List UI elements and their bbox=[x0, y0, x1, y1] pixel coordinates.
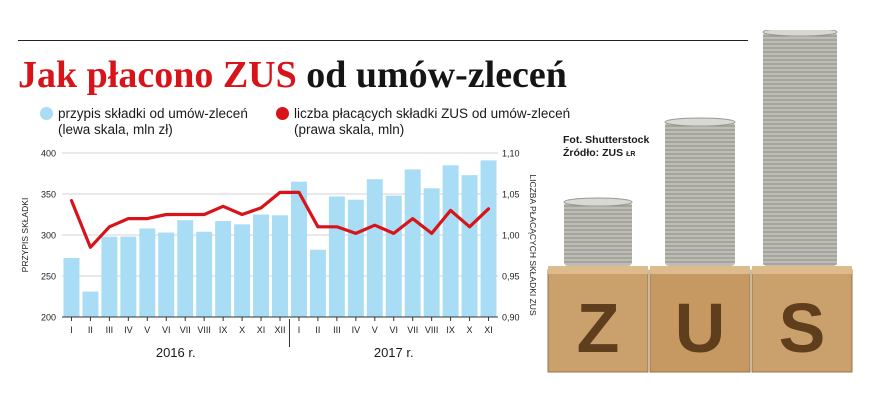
bar bbox=[404, 169, 421, 317]
bar bbox=[290, 181, 307, 317]
block-top-u bbox=[650, 266, 750, 274]
coins-photo: Z U S bbox=[547, 30, 853, 373]
bar bbox=[215, 221, 232, 317]
legend-bars-sub: (lewa skala, mln zł) bbox=[58, 122, 173, 137]
photo-credit: Fot. Shutterstock Źródło: ZUS ŁR bbox=[563, 134, 649, 161]
y-left-tick-label: 200 bbox=[41, 313, 56, 323]
coin-top bbox=[762, 30, 838, 37]
bar bbox=[347, 199, 364, 317]
coin-stacks bbox=[563, 30, 838, 266]
x-tick-label: I bbox=[70, 325, 73, 335]
legend-line-sub: (prawa skala, mln) bbox=[294, 122, 405, 137]
x-tick-label: III bbox=[333, 325, 341, 335]
y-left-axis-label: PRZYPIS SKŁADKI bbox=[20, 198, 30, 273]
bar bbox=[442, 165, 459, 317]
y-right-tick-label: 1,00 bbox=[502, 231, 520, 241]
x-tick-label: X bbox=[467, 325, 473, 335]
bar bbox=[461, 175, 478, 317]
line-series bbox=[69, 190, 491, 249]
y-left-tick-label: 350 bbox=[41, 190, 56, 200]
x-tick-label: VII bbox=[407, 325, 418, 335]
page-title: Jak płacono ZUS od umów-zleceń bbox=[18, 53, 567, 97]
legend-bars-label: przypis składki od umów-zleceń bbox=[58, 106, 248, 121]
y-right-tick-label: 0,90 bbox=[502, 313, 520, 323]
block-top-s bbox=[752, 266, 852, 274]
x-tick-label: IV bbox=[352, 325, 361, 335]
bar bbox=[120, 236, 137, 317]
x-tick-label: V bbox=[372, 325, 378, 335]
photo-credit-line1: Fot. Shutterstock bbox=[563, 134, 650, 146]
bar bbox=[139, 228, 156, 317]
block-letter-u: U bbox=[675, 289, 726, 367]
x-tick-label: II bbox=[315, 325, 320, 335]
y-left-tick-label: 250 bbox=[41, 272, 56, 282]
x-tick-label: III bbox=[106, 325, 114, 335]
source-label: Źródło: ZUS bbox=[563, 147, 624, 159]
author-initials: ŁR bbox=[626, 151, 636, 158]
x-tick-label: VII bbox=[180, 325, 191, 335]
x-tick-label: VIII bbox=[425, 325, 439, 335]
coin-stack bbox=[763, 32, 837, 266]
y-right-axis-label: LICZBA PŁACĄCYCH SKŁADKI ZUS bbox=[528, 174, 538, 316]
x-tick-label: XI bbox=[484, 325, 493, 335]
bar bbox=[423, 188, 440, 317]
x-tick-label: VIII bbox=[197, 325, 211, 335]
x-tick-label: IV bbox=[124, 325, 133, 335]
y-right-tick-label: 1,10 bbox=[502, 149, 520, 159]
bar bbox=[63, 257, 80, 317]
bar bbox=[177, 220, 194, 317]
legend-bars-swatch bbox=[40, 107, 53, 120]
year-label: 2016 r. bbox=[156, 345, 196, 360]
bar bbox=[234, 224, 251, 317]
bar bbox=[253, 214, 270, 317]
y-left-tick-label: 400 bbox=[41, 149, 56, 159]
bar bbox=[196, 231, 213, 317]
block-s bbox=[751, 269, 853, 373]
title-accent: Jak płacono ZUS bbox=[18, 54, 297, 96]
block-letter-z: Z bbox=[577, 289, 620, 367]
y-left-tick-label: 300 bbox=[41, 231, 56, 241]
top-rule bbox=[18, 40, 748, 41]
year-label: 2017 r. bbox=[374, 345, 414, 360]
block-u bbox=[649, 269, 751, 373]
y-right-tick-label: 0,95 bbox=[502, 272, 520, 282]
bar bbox=[366, 179, 383, 317]
legend-line-label: liczba płacących składki ZUS od umów-zle… bbox=[294, 106, 571, 121]
photo-credit-line2: Źródło: ZUS ŁR bbox=[563, 147, 649, 161]
bar bbox=[272, 215, 288, 317]
x-tick-label: IX bbox=[219, 325, 228, 335]
title-rest: od umów-zleceń bbox=[296, 54, 567, 96]
coin-top bbox=[563, 197, 633, 207]
x-tick-label: IX bbox=[446, 325, 455, 335]
bar bbox=[158, 232, 175, 317]
bar bbox=[328, 196, 345, 317]
x-tick-label: V bbox=[144, 325, 150, 335]
bar bbox=[101, 236, 118, 317]
wood-blocks: Z U S bbox=[547, 266, 853, 373]
block-top-z bbox=[548, 266, 648, 274]
y-right-tick-label: 1,05 bbox=[502, 190, 520, 200]
x-tick-label: I bbox=[298, 325, 301, 335]
legend-line-swatch bbox=[276, 107, 289, 120]
coin-top bbox=[664, 117, 736, 127]
x-tick-label: X bbox=[239, 325, 245, 335]
x-tick-label: XI bbox=[257, 325, 266, 335]
bar bbox=[385, 195, 402, 317]
bar bbox=[309, 249, 326, 317]
x-tick-label: VI bbox=[162, 325, 171, 335]
block-z bbox=[547, 269, 649, 373]
x-tick-label: XII bbox=[274, 325, 285, 335]
block-letter-s: S bbox=[779, 289, 826, 367]
x-tick-label: VI bbox=[389, 325, 398, 335]
x-tick-label: II bbox=[88, 325, 93, 335]
bar bbox=[480, 160, 497, 317]
bar bbox=[82, 291, 99, 317]
